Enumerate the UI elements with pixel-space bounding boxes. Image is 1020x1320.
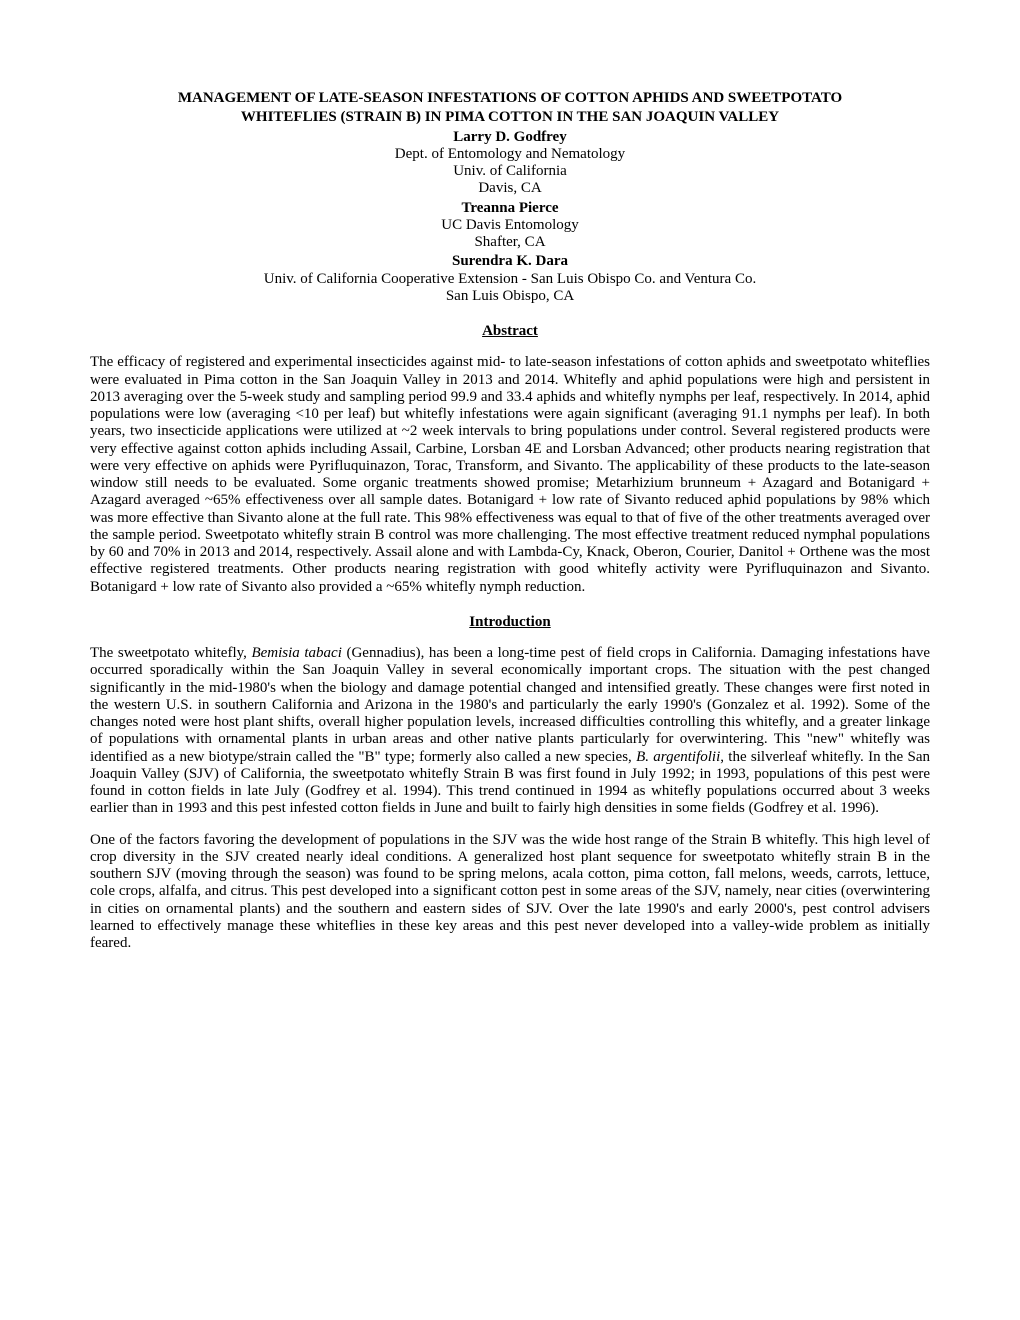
text-run: The sweetpotato whitefly, xyxy=(90,645,251,661)
author-affil: San Luis Obispo, CA xyxy=(90,288,930,305)
author-name: Treanna Pierce xyxy=(90,200,930,217)
author-entry: Treanna Pierce UC Davis Entomology Shaft… xyxy=(90,200,930,252)
author-name: Larry D. Godfrey xyxy=(90,129,930,146)
intro-paragraph-1: The sweetpotato whitefly, Bemisia tabaci… xyxy=(90,645,930,818)
author-entry: Larry D. Godfrey Dept. of Entomology and… xyxy=(90,129,930,198)
title-line-2: WHITEFLIES (STRAIN B) IN PIMA COTTON IN … xyxy=(90,109,930,126)
intro-paragraph-2: One of the factors favoring the developm… xyxy=(90,832,930,953)
species-name: Bemisia tabaci xyxy=(251,645,341,661)
author-affil: Shafter, CA xyxy=(90,234,930,251)
author-name: Surendra K. Dara xyxy=(90,253,930,270)
authors-block: Larry D. Godfrey Dept. of Entomology and… xyxy=(90,129,930,306)
species-name: B. argentifolii xyxy=(636,749,720,765)
text-run: (Gennadius), has been a long-time pest o… xyxy=(90,645,930,765)
author-affil: Univ. of California xyxy=(90,163,930,180)
author-affil: Dept. of Entomology and Nematology xyxy=(90,146,930,163)
abstract-heading: Abstract xyxy=(90,323,930,340)
author-affil: Davis, CA xyxy=(90,180,930,197)
author-entry: Surendra K. Dara Univ. of California Coo… xyxy=(90,253,930,305)
author-affil: UC Davis Entomology xyxy=(90,217,930,234)
abstract-paragraph: The efficacy of registered and experimen… xyxy=(90,354,930,596)
introduction-heading: Introduction xyxy=(90,614,930,631)
title-line-1: MANAGEMENT OF LATE-SEASON INFESTATIONS O… xyxy=(90,90,930,107)
author-affil: Univ. of California Cooperative Extensio… xyxy=(90,271,930,288)
